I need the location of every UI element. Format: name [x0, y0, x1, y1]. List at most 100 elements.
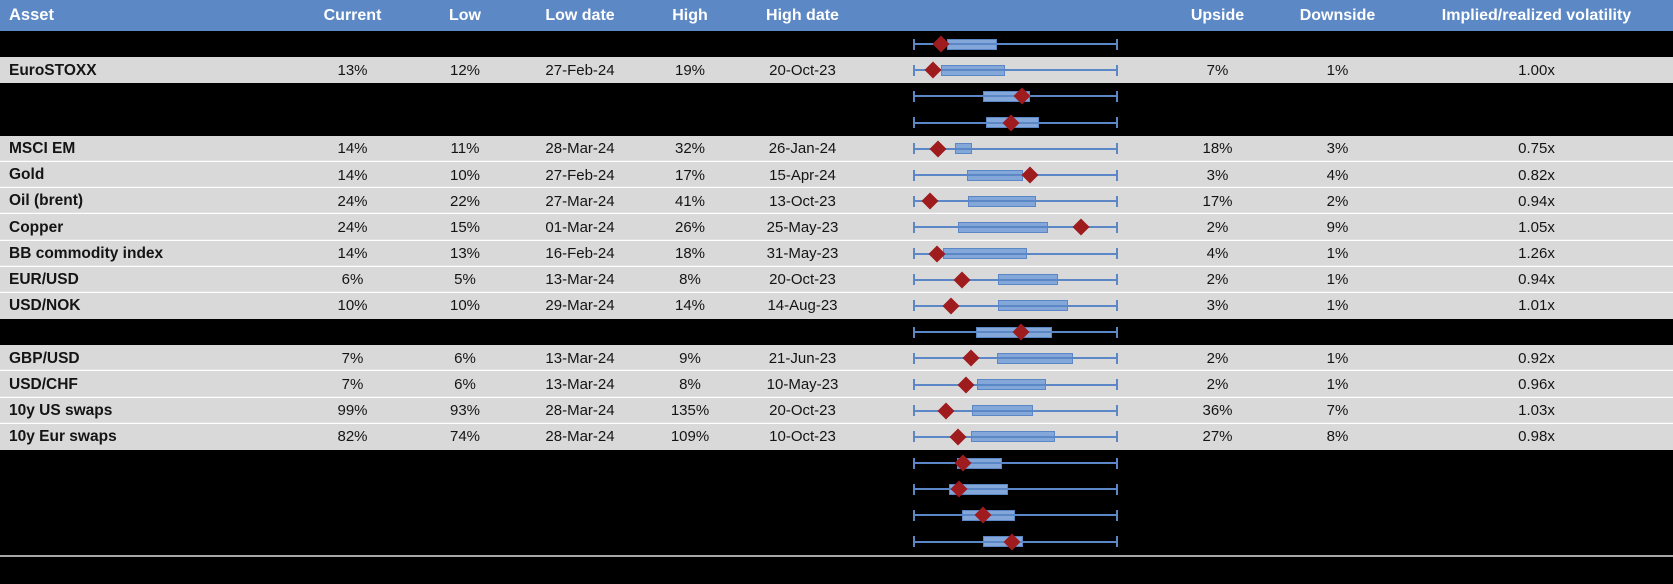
diamond-marker: [942, 297, 960, 315]
whisker-cap-right: [1116, 64, 1118, 76]
boxplot: [913, 502, 1118, 528]
cell-downside: 7%: [1326, 402, 1349, 420]
whisker-line: [913, 147, 1118, 150]
whisker-cap-right: [1116, 143, 1118, 155]
diamond-marker: [1072, 218, 1090, 236]
cell-current: 6%: [341, 271, 364, 289]
whisker-cap-left: [913, 38, 915, 50]
diamond-marker: [1021, 166, 1039, 184]
cell-high-date: 13-Oct-23: [769, 192, 836, 210]
whisker-line: [913, 226, 1118, 229]
diamond-marker: [921, 192, 939, 210]
whisker-line: [913, 200, 1118, 203]
cell-implied-realized: 1.00x: [1518, 61, 1555, 79]
cell-asset: Copper: [9, 218, 64, 236]
cell-high-date: 10-Oct-23: [769, 428, 836, 446]
whisker-cap-right: [1116, 221, 1118, 233]
cell-low-date: 28-Mar-24: [545, 428, 615, 446]
cell-low: 13%: [449, 245, 481, 263]
cell-asset: MSCI EM: [9, 140, 76, 158]
whisker-line: [913, 462, 1118, 465]
whisker-cap-left: [913, 457, 915, 469]
whisker-cap-left: [913, 248, 915, 260]
whisker-cap-right: [1116, 90, 1118, 102]
boxplot: [913, 450, 1118, 476]
cell-high-date: 20-Oct-23: [769, 402, 836, 420]
whisker-cap-left: [913, 431, 915, 443]
cell-low-date: 27-Feb-24: [545, 166, 615, 184]
whisker-cap-left: [913, 536, 915, 548]
cell-downside: 1%: [1326, 271, 1349, 289]
column-header-asset: Asset: [9, 6, 54, 25]
cell-asset: BB commodity index: [9, 244, 164, 262]
cell-implied-realized: 1.01x: [1518, 297, 1555, 315]
cell-downside: 3%: [1326, 140, 1349, 158]
cell-low: 10%: [449, 297, 481, 315]
whisker-cap-right: [1116, 536, 1118, 548]
column-header-high-date: High date: [766, 6, 839, 24]
cell-current: 7%: [341, 349, 364, 367]
cell-implied-realized: 0.94x: [1518, 271, 1555, 289]
whisker-cap-right: [1116, 38, 1118, 50]
boxplot-cell: [860, 450, 1160, 476]
cell-downside: 9%: [1326, 218, 1349, 236]
cell-asset: EuroSTOXX: [9, 61, 97, 79]
table-row: MSCI EM 14% 11% 28-Mar-24 32% 26-Jan-24 18% 3% 0…: [0, 135, 1673, 162]
column-header-downside: Downside: [1299, 6, 1376, 24]
cell-high: 8%: [679, 376, 701, 394]
diamond-marker: [929, 140, 947, 158]
cell-current: 14%: [337, 140, 368, 158]
table-row: [0, 319, 1673, 346]
cell-downside: 1%: [1326, 376, 1349, 394]
whisker-cap-right: [1116, 326, 1118, 338]
cell-asset: EUR/USD: [9, 271, 79, 289]
boxplot-cell: [860, 241, 1160, 267]
whisker-cap-right: [1116, 248, 1118, 260]
cell-low-date: 13-Mar-24: [545, 349, 615, 367]
boxplot: [913, 83, 1118, 109]
whisker-line: [913, 514, 1118, 517]
cell-asset: USD/NOK: [9, 297, 81, 315]
cell-high: 109%: [670, 428, 710, 446]
column-header-low-date: Low date: [545, 6, 615, 24]
cell-upside: 27%: [1202, 428, 1233, 446]
cell-high-date: 25-May-23: [766, 218, 839, 236]
cell-low-date: 16-Feb-24: [545, 245, 615, 263]
table-row: GBP/USD 7% 6% 13-Mar-24 9% 21-Jun-23 2% 1% 0.92x: [0, 345, 1673, 372]
table-row: [0, 83, 1673, 110]
boxplot-cell: [860, 398, 1160, 424]
cell-implied-realized: 0.92x: [1518, 349, 1555, 367]
footer-black-band: [0, 556, 1673, 584]
cell-downside: 1%: [1326, 297, 1349, 315]
whisker-cap-left: [913, 221, 915, 233]
cell-implied-realized: 0.94x: [1518, 192, 1555, 210]
boxplot-cell: [860, 267, 1160, 293]
whisker-cap-right: [1116, 483, 1118, 495]
cell-low-date: 27-Mar-24: [545, 192, 615, 210]
whisker-cap-left: [913, 352, 915, 364]
boxplot-cell: [860, 31, 1160, 57]
boxplot: [913, 319, 1118, 345]
cell-upside: 7%: [1206, 61, 1229, 79]
cell-low: 6%: [454, 349, 476, 367]
whisker-cap-left: [913, 326, 915, 338]
whisker-cap-left: [913, 195, 915, 207]
column-header-upside: Upside: [1190, 6, 1245, 24]
boxplot: [913, 241, 1118, 267]
whisker-cap-left: [913, 483, 915, 495]
boxplot-cell: [860, 502, 1160, 528]
cell-upside: 3%: [1206, 166, 1229, 184]
cell-low-date: 01-Mar-24: [545, 218, 615, 236]
whisker-line: [913, 383, 1118, 386]
cell-implied-realized: 1.26x: [1518, 245, 1555, 263]
whisker-line: [913, 304, 1118, 307]
boxplot-cell: [860, 345, 1160, 371]
whisker-cap-left: [913, 143, 915, 155]
boxplot: [913, 476, 1118, 502]
cell-high-date: 10-May-23: [766, 376, 839, 394]
diamond-marker: [957, 376, 975, 394]
cell-current: 14%: [337, 245, 368, 263]
cell-low: 11%: [450, 140, 480, 158]
boxplot: [913, 136, 1118, 162]
table-row: [0, 502, 1673, 529]
